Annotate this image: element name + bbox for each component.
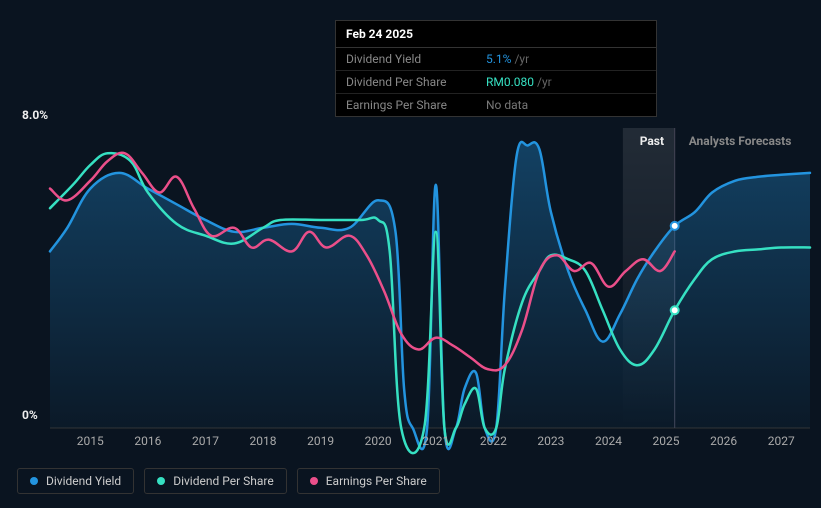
tooltip: Feb 24 2025 Dividend Yield5.1%/yrDividen… — [335, 20, 657, 117]
y-axis-min-label: 0% — [22, 408, 38, 422]
chart-container: 8.0% 0% Past Analysts Forecasts 2015 2016… — [0, 0, 821, 508]
x-axis-label: 2021 — [422, 434, 449, 448]
legend-item-earnings-per-share[interactable]: Earnings Per Share — [297, 468, 440, 494]
section-label-past: Past — [640, 134, 664, 148]
tooltip-row: Dividend Per ShareRM0.080/yr — [336, 71, 656, 94]
x-axis-label: 2027 — [768, 434, 795, 448]
x-axis-label: 2016 — [134, 434, 161, 448]
x-axis-label: 2025 — [653, 434, 680, 448]
legend-item-dividend-yield[interactable]: Dividend Yield — [17, 468, 134, 494]
x-axis-label: 2024 — [595, 434, 622, 448]
legend-label: Dividend Per Share — [173, 474, 274, 488]
tooltip-row: Dividend Yield5.1%/yr — [336, 48, 656, 71]
tooltip-value: No data — [486, 98, 528, 112]
tooltip-label: Dividend Yield — [346, 52, 486, 66]
tooltip-value: 5.1%/yr — [486, 52, 529, 66]
x-axis-label: 2018 — [250, 434, 277, 448]
legend-dot — [157, 477, 165, 485]
x-axis-label: 2019 — [307, 434, 334, 448]
legend-label: Dividend Yield — [46, 474, 121, 488]
tooltip-date: Feb 24 2025 — [336, 21, 656, 48]
legend-dot — [310, 477, 318, 485]
tooltip-unit: /yr — [514, 52, 529, 66]
legend-item-dividend-per-share[interactable]: Dividend Per Share — [144, 468, 287, 494]
x-axis-label: 2017 — [192, 434, 219, 448]
tooltip-label: Dividend Per Share — [346, 75, 486, 89]
x-axis-label: 2023 — [537, 434, 564, 448]
legend-dot — [30, 477, 38, 485]
x-axis-label: 2015 — [77, 434, 104, 448]
tooltip-value: RM0.080/yr — [486, 75, 552, 89]
tooltip-row: Earnings Per ShareNo data — [336, 94, 656, 116]
x-axis-label: 2020 — [365, 434, 392, 448]
y-axis-max-label: 8.0% — [22, 108, 48, 122]
tooltip-label: Earnings Per Share — [346, 98, 486, 112]
x-axis-label: 2022 — [480, 434, 507, 448]
x-axis-label: 2026 — [710, 434, 737, 448]
legend: Dividend Yield Dividend Per Share Earnin… — [17, 468, 440, 494]
legend-label: Earnings Per Share — [326, 474, 427, 488]
section-label-forecast: Analysts Forecasts — [689, 134, 792, 148]
tooltip-unit: /yr — [537, 75, 552, 89]
